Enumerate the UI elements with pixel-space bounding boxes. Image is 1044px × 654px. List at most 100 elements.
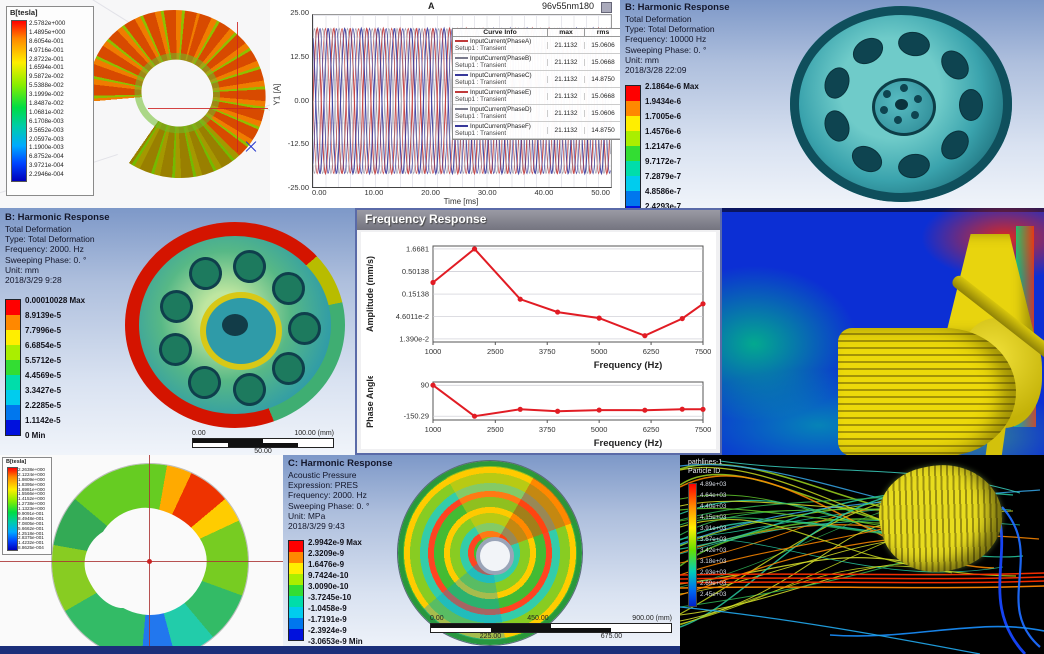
scale-ruler: 0.00 100.00 (mm) 50.00 [192,430,334,455]
result-info-line: Type: Total Deformation [625,23,715,34]
amplitude-chart: 1.6681 0.50138 0.15138 4.6011e-2 1.390e-2 100… [365,244,711,371]
wheel-hole [959,89,983,122]
result-info-line: Sweeping Phase: 0. ° [288,500,370,511]
svg-text:6250: 6250 [643,347,660,356]
ruler-label-0: 0.00 [192,430,206,437]
x-tick-label: 20.00 [421,188,440,197]
result-info-line: 2018/3/28 22:09 [625,65,687,76]
colorbar-label: 4.8586e-7 [645,187,682,196]
ruler-label-50: 50.00 [254,448,272,455]
curve-name: InputCurrent(PhaseE) [470,89,532,96]
ruler-label-675: 675.00 [600,633,623,640]
colorbar-label: 2.45e+03 [700,591,727,598]
wheel-hole [820,106,854,146]
colorbar-label: 2.5782e+000 [29,20,66,27]
plot-header: A 96v55nm180 [270,0,620,14]
ruler-label-900: 900.00 (mm) [632,615,672,622]
result-info-line: Frequency: 10000 Hz [625,34,707,45]
colorbar-label: 1.4895e+000 [29,28,66,36]
wheel-hole [896,29,933,59]
colorbar-label: 1.8395e+000 [18,481,45,487]
colorbar-label: 2.93e+03 [700,569,727,576]
panel-cfd-velocity [722,208,1044,455]
colorbar-label: 9.7424e-10 [308,571,349,580]
colorbar-label: 3.18e+03 [700,558,727,565]
wheel-hole [820,64,855,103]
col-max: max [547,29,584,36]
colorbar-label: 4.64e+03 [700,492,727,499]
colorbar-label: 1.4576e-6 [645,127,682,136]
result-title: B: Harmonic Response [625,2,730,13]
crosshair-horizontal [0,561,283,562]
colorbar-label: 3.3427e-5 [25,386,62,395]
curve-rms: 15.0606 [584,41,620,49]
svg-text:4.6011e-2: 4.6011e-2 [396,312,429,321]
colorbar-label: 2.2285e-5 [25,401,62,410]
y-tick-label: -12.50 [287,139,309,149]
window-icon[interactable] [601,2,612,13]
finned-rotor [838,328,1016,455]
colorbar-label: 3.5652e-003 [29,126,64,134]
colorbar-label: 6.6854e-5 [25,341,62,350]
result-info-line: Type: Total Deformation [5,233,95,244]
colorbar-strip [7,467,18,551]
corner-label: A [428,1,435,11]
curve-color-swatch [455,91,468,94]
svg-text:Phase Angle: Phase Angle [365,376,375,428]
colorbar-strip [5,299,21,436]
colorbar-label: 2.8375e-001 [18,535,44,541]
col-curve-info: Curve Info [483,29,517,36]
legend-row: InputCurrent(PhaseB) Setup1 : Transient 21… [453,54,620,71]
colorbar-label: 0.00010028 Max [25,296,86,305]
colorbar-label: 1.6594e-001 [29,64,64,72]
svg-text:6250: 6250 [643,425,660,434]
curve-rms: 15.0668 [584,92,620,100]
axis-line-horizontal [148,108,268,109]
colorbar-label: 5.6662e-001 [18,525,44,531]
curve-rms: 15.0668 [584,58,620,66]
panel-pathlines: pathlines-1 Particle ID 4.89e+03 4.64e+03… [680,455,1044,654]
colorbar-label: 1.2147e-6 [645,142,682,151]
window-title-bar[interactable]: Frequency Response [357,210,720,230]
curve-rms: 14.8750 [584,75,620,83]
ruler-label-450: 450.00 [527,615,549,622]
colorbar-label: 7.7996e-5 [25,326,62,335]
rotor-wheel [125,222,345,428]
panel-harmonic-2000: B: Harmonic Response Total Deformation Ty… [0,208,355,455]
colorbar-label: 9.7172e-7 [645,157,682,166]
legend-title: B[tesla] [6,459,27,465]
colorbar-label: -2.3924e-9 [308,626,347,635]
legend-rows: InputCurrent(PhaseA) Setup1 : Transient 21… [453,37,620,139]
curve-setup: Setup1 : Transient [455,45,507,52]
svg-text:7500: 7500 [695,425,712,434]
curve-color-swatch [455,125,468,128]
ruler-label-225: 225.00 [479,633,502,640]
legend-header: Curve Info max rms [453,29,620,37]
colorbar-label: 8.4948e-001 [18,515,44,521]
wheel-hole [847,32,888,70]
wheel-hole [287,311,321,345]
colorbar-label: 2.1864e-6 Max [645,82,699,91]
panel-maxwell-rotor: B[tesla] 2.2638e+000 2.1224e+000 1.9809e+0… [0,455,283,654]
curve-max: 21.1132 [547,92,584,100]
colorbar-label: 1.6476e-9 [308,560,345,569]
b-field-legend: B[tesla] 2.2638e+000 2.1224e+000 1.9809e+0… [2,457,52,555]
colorbar-label: 1.1142e-5 [25,416,61,425]
y-tick-label: 12.50 [290,51,309,61]
curve-color-swatch [455,74,468,77]
scale-ruler: 0.00 450.00 900.00 (mm) 225.00 675.00 [430,615,672,640]
colorbar-label: 2.9942e-9 Max [308,538,362,547]
result-info-line: Total Deformation [5,223,72,234]
wheel-hole [895,151,932,181]
legend-row: InputCurrent(PhaseF) Setup1 : Transient 21… [453,122,620,139]
curve-setup: Setup1 : Transient [455,96,507,103]
window-body: 1.6681 0.50138 0.15138 4.6011e-2 1.390e-2 100… [361,232,716,449]
curve-name: InputCurrent(PhaseF) [470,123,531,130]
colorbar-label: -1.7191e-9 [308,615,347,624]
ruler-label-0: 0.00 [430,615,444,622]
result-info-line: 2018/3/29 9:28 [5,275,62,286]
wheel-hole [847,140,888,177]
colorbar-label: 3.67e+03 [700,536,727,543]
result-info-block: B: Harmonic Response Total Deformation Ty… [625,2,765,76]
origin-marker [147,559,152,564]
